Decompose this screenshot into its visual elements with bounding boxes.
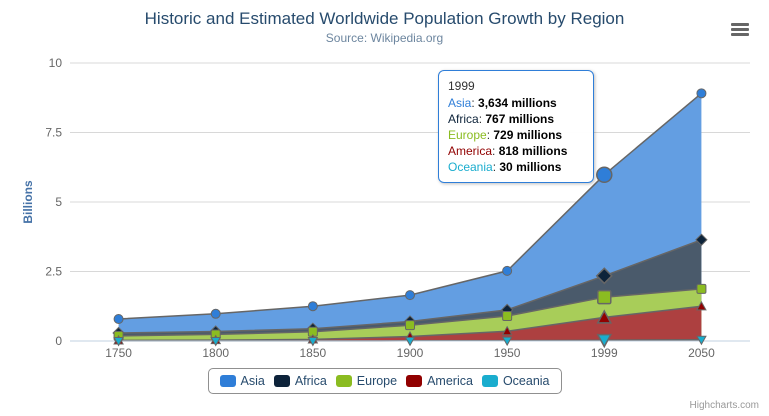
marker-europe-1950[interactable] — [502, 311, 513, 322]
marker-europe-1999[interactable] — [597, 289, 612, 305]
credits-link[interactable]: Highcharts.com — [689, 400, 759, 411]
tooltip-row-america: America: 818 millions — [448, 144, 568, 158]
hamburger-icon[interactable] — [731, 23, 749, 36]
marker-asia-1950[interactable] — [502, 265, 513, 276]
x-axis-label-1900: 1900 — [397, 346, 424, 360]
legend-swatch-america — [406, 375, 423, 387]
tooltip-row-asia: Asia: 3,634 millions — [448, 96, 557, 110]
area-asia[interactable] — [118, 93, 702, 341]
tooltip-series-value: 30 millions — [496, 160, 562, 174]
marker-asia-1800[interactable] — [210, 308, 221, 319]
x-axis-label-1999: 1999 — [591, 346, 618, 360]
legend-label: America — [427, 374, 473, 388]
marker-america-1999[interactable] — [596, 309, 613, 324]
tooltip: 1999 Asia: 3,634 millions Africa: 767 mil… — [438, 70, 594, 183]
tooltip-series-name: America — [448, 144, 493, 158]
marker-europe-2050[interactable] — [696, 283, 707, 294]
tooltip-series-name: Asia — [448, 96, 472, 110]
tooltip-series-name: Europe — [448, 128, 487, 142]
tooltip-series-name: Africa — [448, 112, 479, 126]
x-axis-label-1750: 1750 — [105, 346, 132, 360]
marker-oceania-1850[interactable] — [307, 336, 319, 347]
tooltip-series-value: 818 millions — [495, 144, 568, 158]
y-axis-label-5: 5 — [55, 195, 62, 209]
legend-swatch-oceania — [481, 375, 498, 387]
y-axis-label-2.5: 2.5 — [45, 265, 62, 279]
tooltip-series-name: Oceania — [448, 160, 493, 174]
marker-oceania-2050[interactable] — [696, 335, 707, 346]
tooltip-series-value: 767 millions — [482, 112, 555, 126]
legend-label: Asia — [240, 374, 265, 388]
x-axis-label-1950: 1950 — [494, 346, 521, 360]
marker-africa-1999[interactable] — [595, 267, 613, 285]
legend-label: Oceania — [502, 374, 550, 388]
marker-africa-2050[interactable] — [695, 233, 708, 246]
legend-swatch-europe — [335, 375, 352, 387]
chart-title: Historic and Estimated Worldwide Populat… — [144, 9, 625, 28]
x-axis-label-1850: 1850 — [300, 346, 327, 360]
legend-item-america[interactable]: America — [406, 374, 473, 388]
marker-oceania-1750[interactable] — [113, 336, 124, 347]
area-america[interactable] — [118, 306, 702, 341]
marker-oceania-1999[interactable] — [596, 333, 613, 349]
tooltip-category: 1999 — [448, 79, 475, 93]
marker-america-1950[interactable] — [501, 325, 513, 336]
marker-asia-1999[interactable] — [596, 166, 613, 184]
legend-item-asia[interactable]: Asia — [219, 374, 265, 388]
marker-oceania-1800[interactable] — [210, 336, 222, 347]
marker-asia-1900[interactable] — [405, 290, 415, 301]
marker-europe-1900[interactable] — [405, 320, 415, 331]
y-axis-label-10: 10 — [49, 56, 63, 70]
x-axis-label-1800: 1800 — [202, 346, 229, 360]
legend-item-africa[interactable]: Africa — [273, 374, 327, 388]
legend-swatch-africa — [273, 375, 290, 387]
legend-item-europe[interactable]: Europe — [335, 374, 398, 388]
legend: Asia Africa Europe America Oceania — [207, 368, 562, 394]
hamburger-bar — [731, 28, 749, 31]
tooltip-rows: Asia: 3,634 millions Africa: 767 millions… — [448, 95, 584, 175]
tooltip-row-oceania: Oceania: 30 millions — [448, 160, 562, 174]
hamburger-bar — [731, 33, 749, 36]
legend-wrap: Asia Africa Europe America Oceania — [0, 368, 769, 394]
marker-asia-1750[interactable] — [113, 314, 124, 325]
y-axis-title: Billions — [21, 180, 35, 224]
y-axis-label-7.5: 7.5 — [45, 126, 62, 140]
chart-subtitle: Source: Wikipedia.org — [325, 31, 444, 45]
marker-asia-2050[interactable] — [696, 88, 707, 99]
hamburger-bar — [731, 23, 749, 26]
marker-asia-1850[interactable] — [307, 301, 318, 312]
legend-item-oceania[interactable]: Oceania — [481, 374, 550, 388]
marker-oceania-1950[interactable] — [501, 336, 513, 347]
tooltip-row-africa: Africa: 767 millions — [448, 112, 555, 126]
legend-label: Africa — [294, 374, 327, 388]
marker-america-2050[interactable] — [696, 300, 707, 311]
legend-swatch-asia — [219, 375, 236, 387]
y-axis-label-0: 0 — [55, 334, 62, 348]
x-axis-label-2050: 2050 — [688, 346, 715, 360]
marker-oceania-1900[interactable] — [404, 336, 416, 347]
tooltip-series-value: 729 millions — [490, 128, 563, 142]
legend-label: Europe — [356, 374, 398, 388]
tooltip-row-europe: Europe: 729 millions — [448, 128, 563, 142]
tooltip-series-value: 3,634 millions — [474, 96, 557, 110]
